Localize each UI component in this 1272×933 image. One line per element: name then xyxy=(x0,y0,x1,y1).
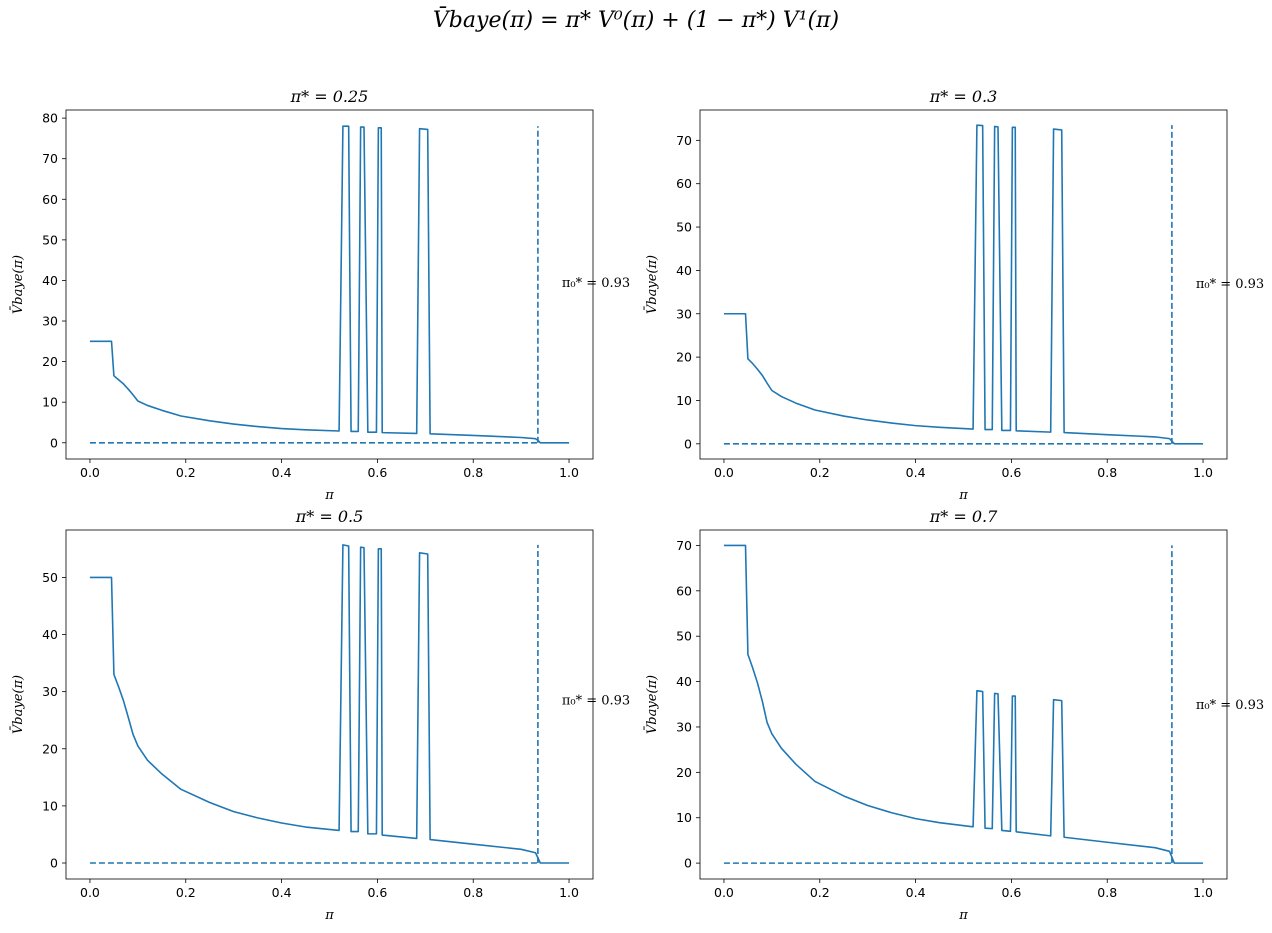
x-tick-label: 0.2 xyxy=(176,465,196,480)
x-tick-label: 0.6 xyxy=(367,465,387,480)
y-tick-label: 40 xyxy=(676,674,692,689)
x-tick-label: 0.2 xyxy=(176,885,196,900)
y-tick-label: 0 xyxy=(50,435,58,450)
y-tick-label: 50 xyxy=(42,570,58,585)
x-axis-label: π xyxy=(958,488,968,503)
subplot-title: π* = 0.3 xyxy=(929,87,998,106)
y-tick-label: 10 xyxy=(42,395,58,410)
x-tick-label: 0.8 xyxy=(463,885,483,900)
subplot-4: 0.0 0.2 0.4 0.6 0.8 1.0 0 10 20 30 40 50 60 70 π₀* = 0… xyxy=(644,507,1265,923)
subplot-title: π* = 0.25 xyxy=(290,87,369,106)
y-tick-label: 40 xyxy=(676,263,692,278)
x-tick-label: 0.2 xyxy=(810,465,830,480)
x-tick-label: 0.8 xyxy=(1097,465,1117,480)
y-tick-label: 80 xyxy=(42,111,58,126)
x-tick-label: 0.4 xyxy=(272,465,292,480)
value-line-series xyxy=(723,544,1204,864)
y-tick-label: 10 xyxy=(676,393,692,408)
threshold-annotation: π₀* = 0.93 xyxy=(1196,698,1264,713)
x-tick-label: 0.6 xyxy=(367,885,387,900)
axes-frame xyxy=(699,109,1228,460)
y-axis-label: V̄baye(π) xyxy=(644,255,660,314)
x-tick-label: 0.0 xyxy=(714,885,734,900)
x-tick-label: 0.2 xyxy=(810,885,830,900)
x-tick-label: 0.0 xyxy=(80,885,100,900)
y-tick-label: 20 xyxy=(676,350,692,365)
y-tick-label: 10 xyxy=(42,798,58,813)
x-tick-label: 0.4 xyxy=(906,465,926,480)
x-tick-label: 1.0 xyxy=(1193,465,1213,480)
y-tick-label: 10 xyxy=(676,810,692,825)
threshold-annotation: π₀* = 0.93 xyxy=(562,694,630,709)
x-axis-label: π xyxy=(958,908,968,923)
y-axis-label: V̄baye(π) xyxy=(644,675,660,734)
y-tick-label: 50 xyxy=(676,220,692,235)
y-tick-label: 70 xyxy=(676,538,692,553)
x-tick-label: 0.6 xyxy=(1001,885,1021,900)
y-axis-label: V̄baye(π) xyxy=(10,675,26,734)
y-tick-label: 40 xyxy=(42,627,58,642)
x-tick-label: 0.8 xyxy=(1097,885,1117,900)
threshold-annotation: π₀* = 0.93 xyxy=(562,276,630,291)
y-tick-label: 20 xyxy=(42,354,58,369)
x-axis-label: π xyxy=(324,488,334,503)
x-tick-label: 0.6 xyxy=(1001,465,1021,480)
axes-frame xyxy=(65,109,594,460)
subplot-3: 0.0 0.2 0.4 0.6 0.8 1.0 0 10 20 30 40 50 π₀* = 0.93 π… xyxy=(10,507,631,923)
axes-frame xyxy=(699,529,1228,880)
subplot-1: 0.0 0.2 0.4 0.6 0.8 1.0 0 10 20 30 40 50 60 70 80 π₀* =… xyxy=(10,87,631,503)
subplot-title: π* = 0.5 xyxy=(295,507,364,526)
y-tick-label: 50 xyxy=(676,629,692,644)
y-tick-label: 20 xyxy=(42,741,58,756)
x-tick-label: 0.4 xyxy=(272,885,292,900)
y-tick-label: 60 xyxy=(676,176,692,191)
y-tick-label: 30 xyxy=(676,306,692,321)
x-tick-label: 1.0 xyxy=(559,885,579,900)
x-tick-label: 1.0 xyxy=(1193,885,1213,900)
x-tick-label: 0.4 xyxy=(906,885,926,900)
subplot-title: π* = 0.7 xyxy=(929,507,998,526)
y-tick-label: 30 xyxy=(42,684,58,699)
x-tick-label: 1.0 xyxy=(559,465,579,480)
axes-frame xyxy=(65,529,594,880)
y-tick-label: 0 xyxy=(684,436,692,451)
y-tick-label: 0 xyxy=(50,856,58,871)
y-tick-label: 30 xyxy=(42,314,58,329)
y-tick-label: 0 xyxy=(684,856,692,871)
y-tick-label: 50 xyxy=(42,232,58,247)
y-tick-label: 70 xyxy=(676,133,692,148)
y-tick-label: 20 xyxy=(676,765,692,780)
x-axis-label: π xyxy=(324,908,334,923)
x-tick-label: 0.8 xyxy=(463,465,483,480)
y-axis-label: V̄baye(π) xyxy=(10,255,26,314)
y-tick-label: 30 xyxy=(676,719,692,734)
value-line-series xyxy=(89,125,570,444)
threshold-annotation: π₀* = 0.93 xyxy=(1196,277,1264,292)
x-tick-label: 0.0 xyxy=(714,465,734,480)
value-line-series xyxy=(723,124,1204,445)
y-tick-label: 40 xyxy=(42,273,58,288)
y-tick-label: 60 xyxy=(42,192,58,207)
figure-suptitle: V̄baye(π) = π* V⁰(π) + (1 − π*) V¹(π) xyxy=(432,8,840,33)
y-tick-label: 60 xyxy=(676,583,692,598)
subplot-2: 0.0 0.2 0.4 0.6 0.8 1.0 0 10 20 30 40 50 60 70 π₀* = 0… xyxy=(644,87,1265,503)
value-line-series xyxy=(89,544,570,864)
x-tick-label: 0.0 xyxy=(80,465,100,480)
y-tick-label: 70 xyxy=(42,151,58,166)
